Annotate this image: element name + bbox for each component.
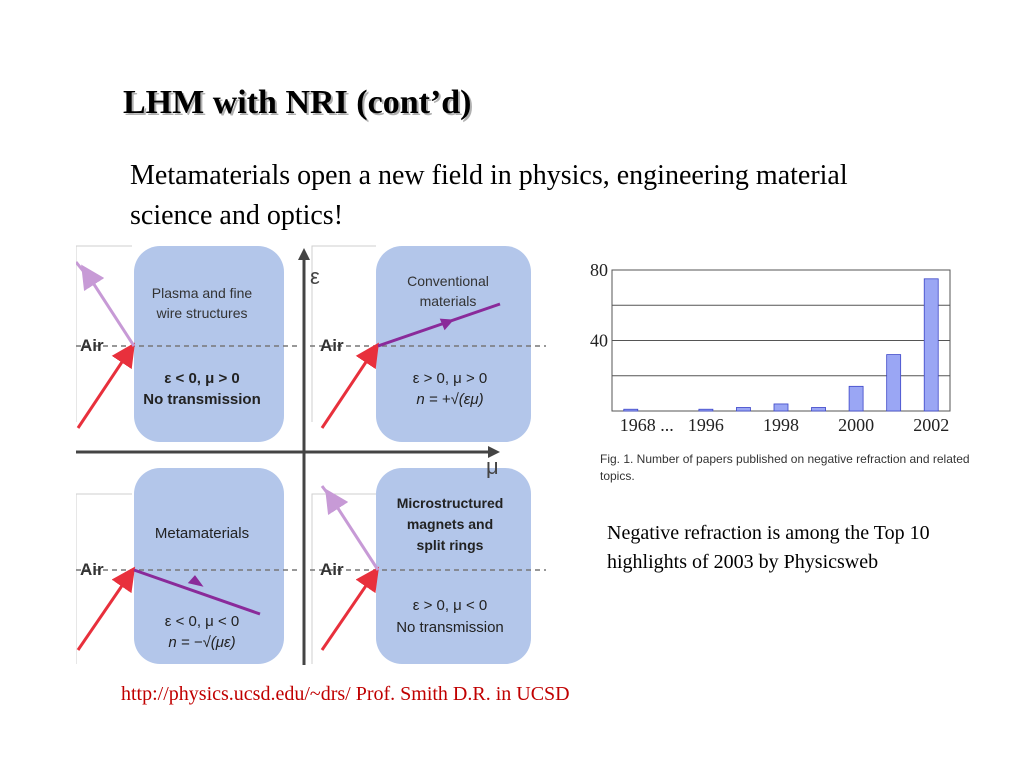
air-label-top-left: Air	[80, 336, 104, 355]
top-left-title-2: wire structures	[155, 305, 247, 321]
chart-bar-1968	[623, 408, 639, 412]
chart-bar-1997	[736, 407, 751, 412]
refracted-ray-top-right	[377, 302, 501, 348]
chart-x-tick-label: 1968 ...	[620, 415, 674, 435]
panel-bottom-right	[376, 468, 531, 664]
mu-axis-label: μ	[486, 454, 499, 479]
chart-x-tick-label: 1998	[763, 415, 799, 435]
incident-ray-top-right	[320, 342, 379, 429]
chart-bar-1996	[698, 408, 714, 412]
top-left-cond-2: No transmission	[143, 391, 261, 408]
bottom-right-cond-2: No transmission	[396, 619, 504, 636]
chart-x-tick-label: 2000	[838, 415, 874, 435]
chart-bar-1999	[811, 407, 826, 412]
bottom-left-cond-2: n = −√(με)	[168, 634, 235, 651]
slide-title: LHM with NRI (cont’d)	[123, 84, 472, 121]
chart-y-tick-label: 80	[590, 260, 608, 280]
incident-ray-top-left	[76, 342, 135, 429]
chart-y-tick-label: 40	[590, 331, 608, 351]
top-right-title-1: Conventional	[407, 273, 489, 289]
top-right-cond-1: ε > 0, μ > 0	[413, 370, 488, 387]
bottom-right-title-3: split rings	[417, 537, 484, 553]
source-footer[interactable]: http://physics.ucsd.edu/~drs/ Prof. Smit…	[121, 683, 570, 705]
air-label-bottom-left: Air	[80, 560, 104, 579]
incident-ray-bottom-left	[76, 566, 136, 651]
epsilon-axis-label: ε	[310, 264, 320, 289]
chart-bar-2002	[923, 278, 939, 412]
bottom-right-cond-1: ε > 0, μ < 0	[413, 597, 488, 614]
top-right-title-2: materials	[420, 293, 477, 309]
chart-caption: Fig. 1. Number of papers published on ne…	[600, 452, 970, 483]
reflected-ray-bottom-right	[325, 488, 380, 571]
slide-subtitle: Metamaterials open a new field in physic…	[130, 160, 848, 231]
incident-ray-bottom-right	[320, 566, 380, 651]
bottom-right-title-2: magnets and	[407, 516, 493, 532]
highlight-note: Negative refraction is among the Top 10 …	[607, 522, 930, 573]
chart-bar-1998	[773, 403, 789, 412]
top-right-cond-2: n = +√(εμ)	[416, 391, 483, 408]
bottom-left-cond-1: ε < 0, μ < 0	[165, 613, 240, 630]
bottom-right-title-1: Microstructured	[397, 495, 504, 511]
air-label-bottom-right: Air	[320, 560, 344, 579]
panel-top-left	[134, 246, 284, 442]
air-label-top-right: Air	[320, 336, 344, 355]
refraction-quadrant-diagram: ε μ Air Air Air Air Plasma and fine wire…	[76, 245, 546, 665]
refracted-ray-bottom-left	[133, 568, 261, 616]
chart-bar-2001	[886, 354, 902, 412]
chart-x-tick-label: 1996	[688, 415, 724, 435]
papers-bar-chart: 80 40 1968 ... 1996 1998 2000 2002	[590, 260, 951, 435]
top-left-title-1: Plasma and fine	[152, 285, 253, 301]
panel-top-right	[376, 246, 531, 442]
bottom-left-title-1: Metamaterials	[155, 525, 249, 542]
panel-bottom-left	[134, 468, 284, 664]
chart-bar-2000	[848, 385, 864, 412]
chart-x-tick-label: 2002	[913, 415, 949, 435]
top-left-cond-1: ε < 0, μ > 0	[164, 370, 240, 387]
reflected-ray-top-left	[81, 264, 136, 347]
